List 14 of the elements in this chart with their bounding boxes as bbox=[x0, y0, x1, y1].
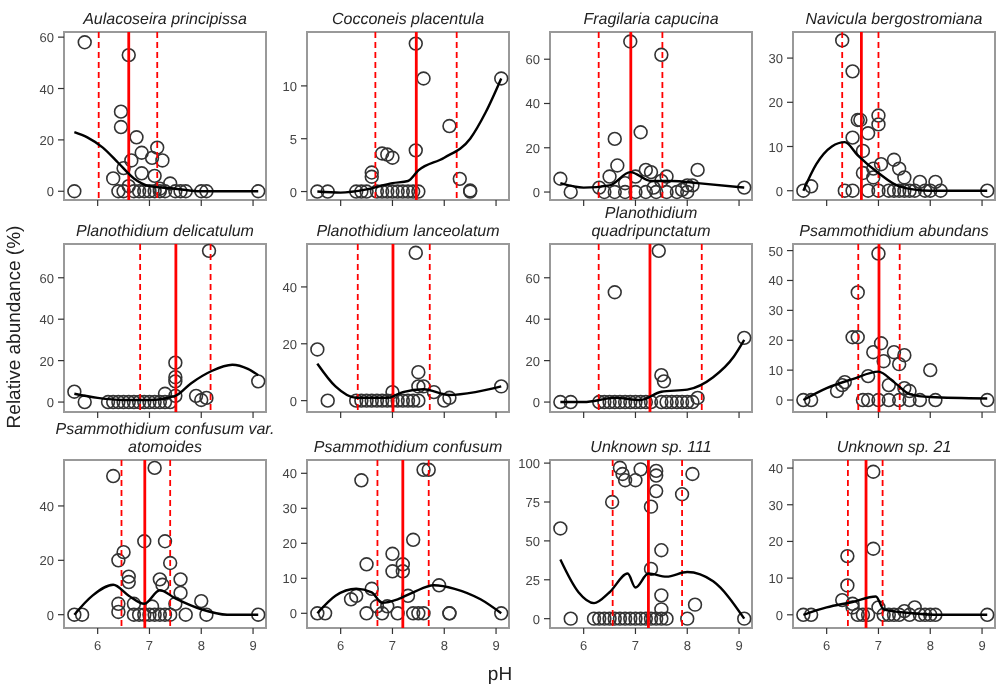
chart-title: Aulacoseira principissa bbox=[81, 10, 248, 28]
chart-title: Cocconeis placentula bbox=[331, 10, 486, 28]
chart-title: Planothidium delicatulum bbox=[76, 222, 255, 240]
chart-title: Navicula bergostromiana bbox=[805, 10, 984, 28]
chart-title: Psammothidium abundans bbox=[799, 222, 989, 240]
chart-title: Psammothidium confusum bbox=[313, 438, 503, 456]
chart-title: Fragilaria capucina bbox=[583, 10, 720, 28]
chart-title: Unknown sp. 111 bbox=[590, 438, 712, 456]
chart-title: Planothidium quadripunctatum bbox=[591, 204, 712, 240]
x-axis-title: pH bbox=[487, 664, 513, 686]
y-axis-title: Relative abundance (%) bbox=[4, 225, 26, 429]
chart-title: Planothidium lanceolatum bbox=[316, 222, 501, 240]
chart-title: Psammothidium confusum var. atomoides bbox=[55, 420, 275, 456]
chart-title: Unknown sp. 21 bbox=[836, 438, 952, 456]
